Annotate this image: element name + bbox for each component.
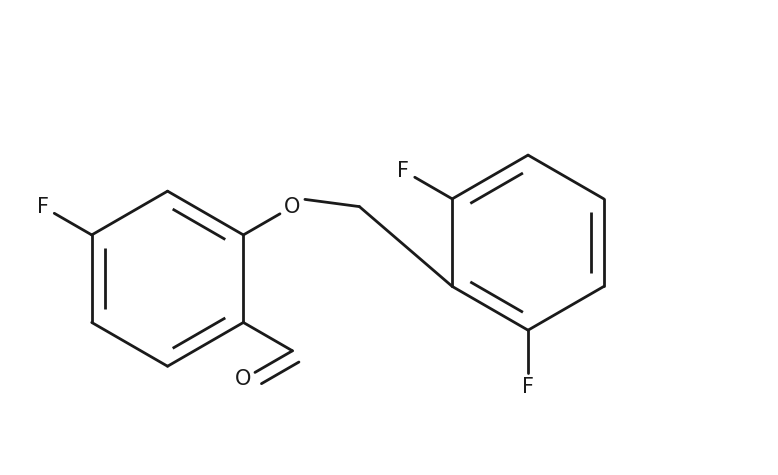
Text: O: O <box>235 369 251 389</box>
Text: O: O <box>284 197 300 217</box>
Text: F: F <box>397 161 409 180</box>
Text: F: F <box>522 377 534 397</box>
Text: F: F <box>37 197 49 217</box>
